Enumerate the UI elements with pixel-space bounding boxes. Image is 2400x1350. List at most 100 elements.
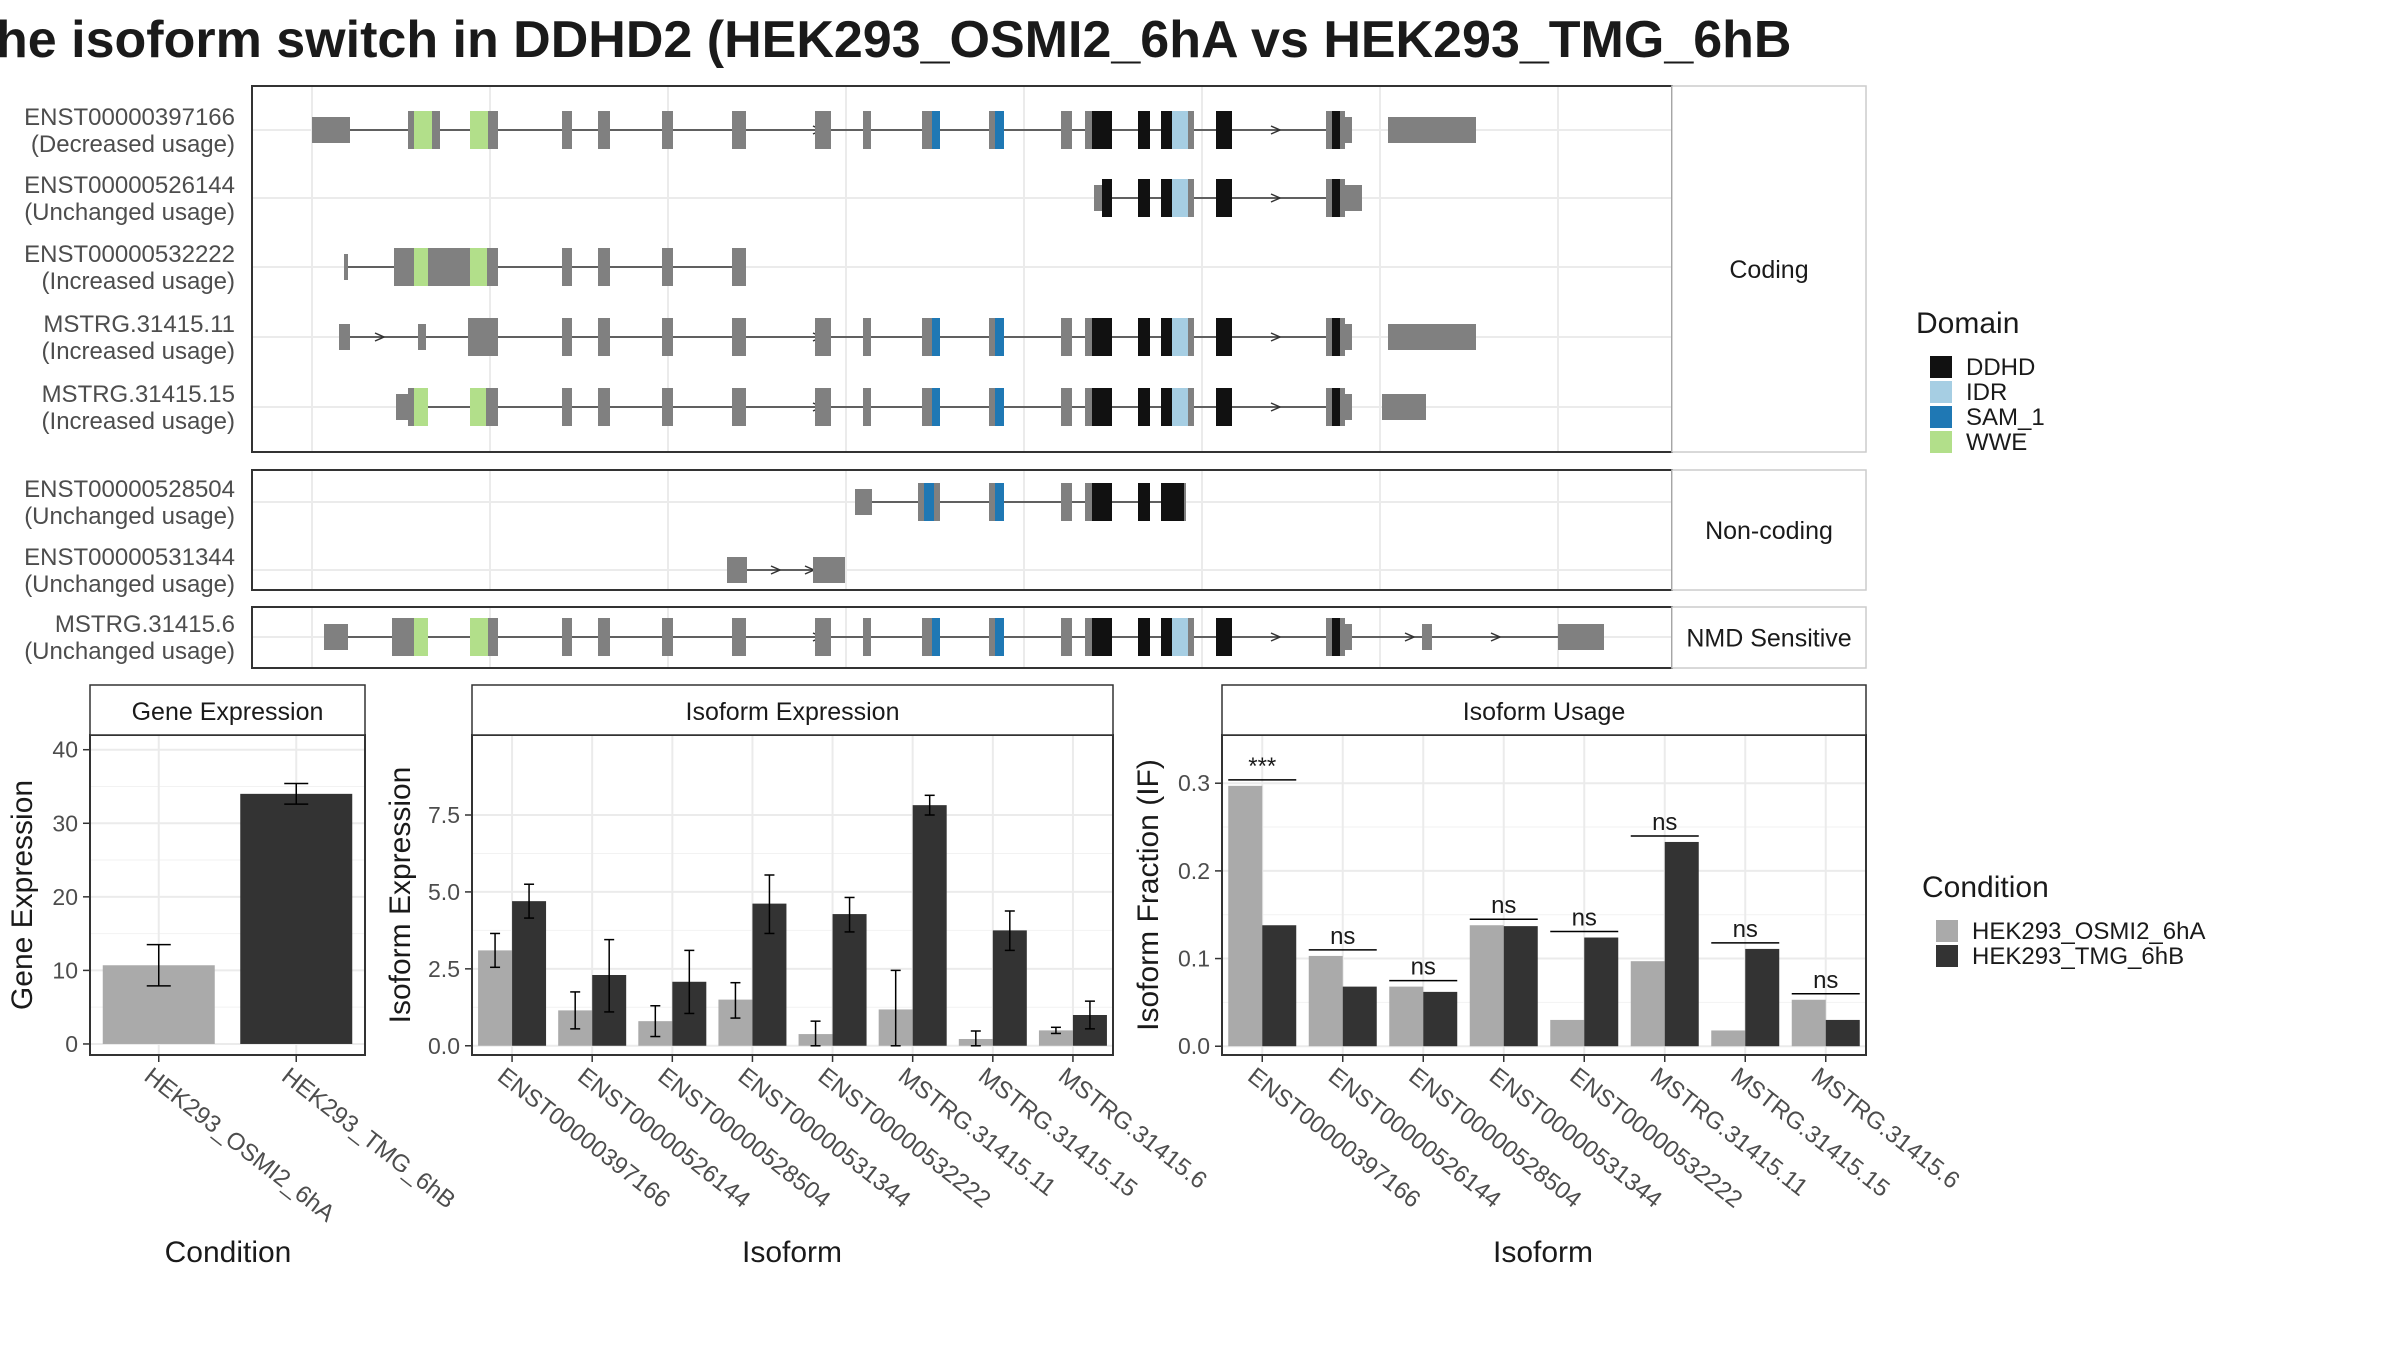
facet-strip [1671,606,1867,669]
isoform-label: MSTRG.31415.11 [43,311,235,338]
domain-exon [414,248,428,286]
legend-key-condition-1 [1936,920,1958,942]
exon [1085,318,1096,356]
domain-exon [1332,618,1340,656]
exon [1340,111,1345,149]
domain-exon [414,111,432,149]
exon [392,618,414,656]
domain-exon [1332,111,1340,149]
domain-exon [470,388,486,426]
bar [1825,1019,1860,1047]
bar [1550,1019,1585,1047]
usage-label: (Increased usage) [42,408,235,435]
bar [1038,1030,1073,1046]
domain-exon [995,618,1004,656]
exon [1188,318,1194,356]
exon [1085,388,1096,426]
bar [1469,925,1504,1047]
exon [1345,117,1352,143]
exon [408,111,414,149]
usage-label: (Unchanged usage) [24,571,235,598]
exon [922,318,932,356]
exon [1188,179,1194,217]
exon [727,557,747,583]
exon [989,111,995,149]
y-tick-label: 0.1 [1178,946,1210,972]
exon [598,618,610,656]
bar [1423,991,1458,1047]
exon [1340,388,1345,426]
exon [922,111,932,149]
exon [1085,111,1092,149]
legend-label: WWE [1966,429,2027,456]
exon [598,318,610,356]
y-tick-label: 5.0 [428,879,460,905]
exon [1061,618,1072,656]
bar [1503,926,1538,1047]
significance-label: ns [1572,905,1597,932]
exon [1340,318,1345,356]
exon [1188,618,1194,656]
domain-exon [470,111,488,149]
bar [832,914,867,1046]
chart-strip [89,684,366,736]
exon [562,388,572,426]
x-axis-title: Isoform [742,1236,842,1269]
usage-label: (Decreased usage) [31,131,235,158]
chart-strip [471,684,1114,736]
exon [1188,111,1194,149]
exon [1345,185,1362,211]
exon [562,318,572,356]
y-tick-label: 2.5 [428,956,460,982]
exon [1085,483,1092,521]
domain-exon [414,618,428,656]
isoform-label: MSTRG.31415.15 [42,381,235,408]
bar [912,805,947,1046]
exon [863,388,871,426]
usage-label: (Unchanged usage) [24,199,235,226]
exon [855,489,872,515]
domain-exon [995,318,1004,356]
exon [1345,624,1352,650]
bar [1308,955,1343,1047]
domain-legend-title: Domain [1916,307,2019,340]
domain-exon [1332,388,1340,426]
chart-2: ENST00000397166ENST00000526144ENST000005… [384,684,1212,1269]
y-tick-label: 0.2 [1178,858,1210,884]
facet-label: Coding [1729,256,1808,284]
domain-exon [1216,618,1232,656]
exon [815,111,831,149]
bar [240,793,353,1044]
domain-exon [1161,111,1172,149]
legend-label: DDHD [1966,354,2035,381]
direction-arrow [374,332,386,342]
domain-exon [932,618,940,656]
bar [1389,986,1424,1047]
facet-strip [1671,469,1867,591]
significance-label: ns [1330,923,1355,950]
x-axis-title: Condition [165,1236,292,1269]
domain-exon [1216,318,1232,356]
domain-exon [1161,618,1172,656]
exon [1345,324,1352,350]
exon [662,111,673,149]
domain-exon [1161,318,1172,356]
domain-exon [1138,618,1150,656]
significance-label: *** [1248,753,1276,780]
exon [918,483,924,521]
domain-exon [1138,388,1150,426]
chart-title: Gene Expression [132,698,324,726]
y-tick-label: 30 [52,810,78,836]
exon [934,483,940,521]
exon [312,117,350,143]
domain-exon [1138,483,1150,521]
exon [488,618,498,656]
domain-exon [1216,111,1232,149]
bar [1584,937,1619,1047]
isoform-label: ENST00000532222 [24,241,235,268]
y-tick-label: 0.3 [1178,770,1210,796]
exon [922,388,932,426]
figure-title: he isoform switch in DDHD2 (HEK293_OSMI2… [0,11,1791,69]
exon [662,388,673,426]
